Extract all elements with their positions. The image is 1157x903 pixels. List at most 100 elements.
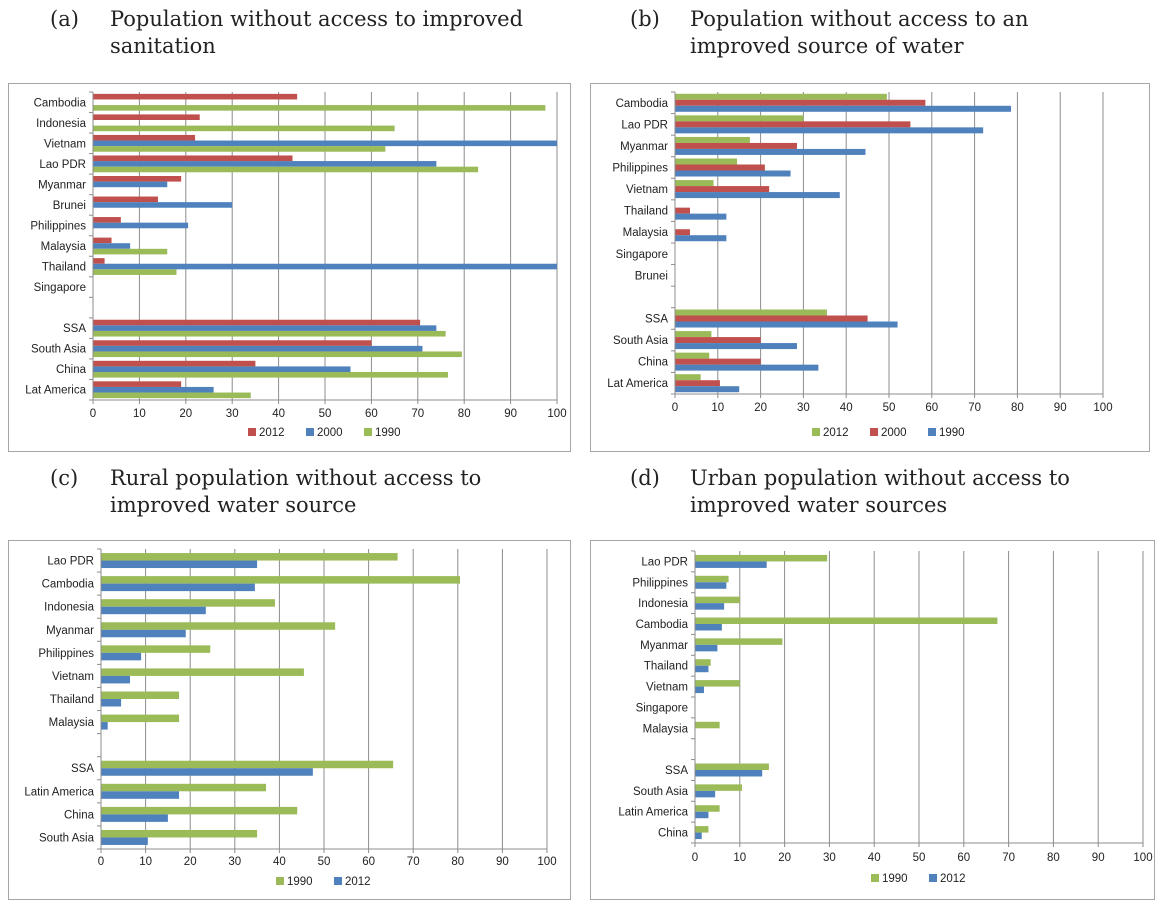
chart-b-bar	[675, 374, 701, 381]
chart-a-title-line1: Population without access to improved	[110, 7, 524, 31]
chart-b-legend-label: 2000	[881, 427, 907, 439]
chart-b-bar	[675, 321, 898, 328]
chart-d-bar	[695, 582, 727, 589]
chart-b-category-label: Malaysia	[623, 227, 669, 239]
chart-b-tick-label: 40	[840, 402, 853, 414]
chart-d-bar	[695, 784, 743, 791]
chart-a-bar	[93, 222, 189, 229]
chart-a-legend-label: 1990	[375, 427, 401, 439]
chart-b-legend-label: 2012	[823, 427, 849, 439]
chart-a-bar	[93, 181, 168, 188]
chart-b-category-label: Vietnam	[626, 184, 668, 196]
chart-a-bar	[93, 248, 168, 255]
chart-b-bar	[675, 121, 911, 128]
chart-c-category-label: Philippines	[38, 648, 94, 660]
chart-d-bar	[695, 644, 718, 652]
chart-c-category-label: SSA	[71, 763, 94, 775]
chart-b-bar	[675, 164, 765, 171]
chart-d-bar	[695, 721, 720, 729]
chart-b-category-label: Singapore	[616, 249, 668, 261]
chart-d-category-label: Vietnam	[646, 682, 688, 694]
chart-d: Lao PDR Philippines Indonesia Cambodia Myanm…	[590, 540, 1155, 900]
chart-a-title: (a) Population without access to improved…	[50, 6, 523, 60]
chart-b-category-label: Cambodia	[616, 98, 669, 110]
chart-d-title: (d) Urban population without access to im…	[630, 465, 1070, 519]
chart-d-bar	[695, 603, 725, 610]
chart-d-tick-label: 0	[692, 852, 698, 864]
chart-b-bar	[675, 192, 840, 199]
chart-b-category-label: Philippines	[612, 163, 668, 175]
chart-d-bar	[695, 561, 767, 568]
chart-c-bar	[101, 722, 108, 730]
chart-d-tick-label: 20	[778, 852, 791, 864]
chart-d-bar	[695, 686, 704, 694]
chart-a-category-label: SSA	[63, 323, 86, 335]
chart-a-bar	[93, 146, 386, 152]
chart-d-bar	[695, 617, 998, 624]
chart-c-legend-swatch	[334, 877, 342, 885]
chart-d-category-label: China	[658, 828, 689, 840]
chart-d-bar	[695, 770, 763, 777]
chart-d-bar	[695, 624, 722, 631]
chart-a-title-label: (a)	[50, 7, 79, 31]
chart-b-category-label: Thailand	[624, 206, 668, 218]
chart-a-legend-label: 2012	[259, 427, 285, 439]
chart-a-bar	[93, 345, 423, 352]
chart-c-bar	[101, 652, 142, 661]
chart-b-bar	[675, 136, 750, 143]
chart-b-category-label: China	[638, 357, 669, 369]
chart-b-category-label: Lao PDR	[621, 119, 668, 131]
chart-c-tick-label: 80	[451, 856, 464, 868]
chart-a-bar	[93, 340, 372, 346]
chart-b-bar	[675, 309, 827, 316]
chart-b-tick-label: 50	[883, 402, 896, 414]
chart-a-tick-label: 60	[365, 408, 378, 420]
chart-c-category-label: Thailand	[50, 694, 94, 706]
chart-c-bar	[101, 645, 211, 653]
chart-c-bar	[101, 583, 255, 592]
chart-c-category-label: Myanmar	[46, 625, 94, 637]
chart-b-title: (b) Population without access to an impro…	[630, 6, 1029, 60]
chart-b-bar	[675, 235, 727, 242]
chart-d-bar	[695, 805, 720, 812]
chart-b-bar	[675, 142, 797, 149]
chart-a-bar	[93, 196, 158, 203]
chart-a-category-label: China	[56, 364, 87, 376]
chart-a-bar	[93, 155, 293, 162]
chart-a-bar	[93, 269, 177, 275]
chart-d-tick-label: 50	[913, 852, 926, 864]
chart-d-bar	[695, 832, 702, 840]
chart-b-bar	[675, 343, 797, 350]
chart-a-bar	[93, 93, 298, 100]
chart-c-category-label: Indonesia	[44, 602, 94, 614]
chart-b-svg: Cambodia Lao PDR Myanmar Philippines Vietnam…	[607, 91, 1113, 439]
chart-a-bar	[93, 237, 112, 244]
chart-c-bar	[101, 599, 275, 607]
chart-b-bar	[675, 99, 926, 106]
chart-d-category-label: Thailand	[644, 661, 688, 673]
chart-b-legend-label: 1990	[939, 427, 965, 439]
chart-c-bar	[101, 675, 130, 684]
chart-c-legend-label: 1990	[287, 876, 313, 888]
chart-a-tick-label: 90	[504, 408, 517, 420]
chart-a-category-label: Brunei	[53, 200, 86, 212]
chart-d-tick-label: 100	[1133, 852, 1152, 864]
chart-d-title-line2: improved water sources	[690, 493, 948, 517]
chart-d-tick-label: 70	[1002, 852, 1015, 864]
chart-a-category-label: Lat America	[25, 385, 86, 397]
chart-c-tick-label: 70	[407, 856, 420, 868]
chart-a-tick-label: 0	[90, 408, 96, 420]
chart-d-bar	[695, 763, 769, 770]
chart-c-bar	[101, 814, 168, 822]
chart-b-bar	[675, 386, 740, 393]
chart-d-bar	[695, 680, 740, 687]
chart-b-bar	[675, 352, 710, 359]
chart-a-svg: Cambodia Indonesia Vietnam Lao PDR Myanmar Br…	[25, 91, 567, 439]
chart-a-bar	[93, 202, 233, 208]
chart-b-bar	[675, 358, 761, 365]
chart-a-bar	[93, 330, 446, 337]
chart-c-tick-label: 60	[362, 856, 375, 868]
chart-d-bar	[695, 596, 740, 604]
chart-b-category-label: Brunei	[635, 270, 668, 282]
chart-c-tick-label: 20	[184, 856, 197, 868]
